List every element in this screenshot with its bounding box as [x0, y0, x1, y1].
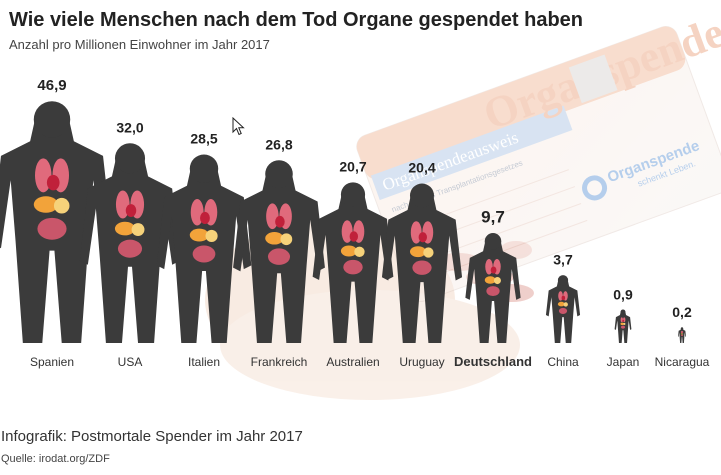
pictogram-figure — [545, 275, 581, 343]
data-label: 0,9 — [613, 286, 633, 302]
source-note: Quelle: irodat.org/ZDF — [1, 453, 110, 465]
mouse-pointer-icon — [232, 117, 245, 136]
category-label: Australien — [326, 355, 379, 369]
category-label: Deutschland — [454, 354, 532, 369]
pictogram-chart: 46,9 Spanien 32,0 USA 28,5 Italien 26,8 Frankre… — [0, 77, 710, 369]
data-label: 26,8 — [265, 136, 292, 152]
data-label: 46,9 — [37, 77, 66, 94]
category-label: Italien — [188, 355, 220, 369]
category-label: Uruguay — [399, 355, 444, 369]
chart-subtitle: Anzahl pro Millionen Einwohner im Jahr 2… — [9, 37, 270, 52]
pictogram-figure — [465, 233, 521, 343]
data-label: 20,4 — [408, 160, 435, 176]
pictogram-figure — [0, 101, 113, 343]
caption: Infografik: Postmortale Spender im Jahr … — [1, 428, 303, 445]
data-label: 9,7 — [481, 207, 505, 226]
category-label: USA — [118, 355, 143, 369]
category-label: Japan — [607, 355, 640, 369]
category-label: Nicaragua — [655, 355, 710, 369]
pictogram-figure — [233, 160, 325, 343]
pictogram-figure — [156, 154, 252, 343]
pictogram-figure — [79, 143, 181, 343]
data-label: 20,7 — [339, 159, 366, 175]
pictogram-figure — [678, 327, 686, 343]
chart-title: Wie viele Menschen nach dem Tod Organe g… — [9, 9, 584, 31]
category-label: Spanien — [30, 355, 74, 369]
data-label: 0,2 — [672, 304, 692, 320]
category-label: Frankreich — [251, 355, 308, 369]
data-label: 3,7 — [553, 252, 573, 268]
infographic-panel: Organspendeausweis nach § 2 des Transpla… — [0, 7, 721, 400]
data-label: 32,0 — [116, 119, 143, 135]
pictogram-figure — [381, 183, 463, 343]
pictogram-figure — [614, 309, 632, 343]
category-label: China — [547, 355, 579, 369]
pictogram-figure — [312, 182, 394, 343]
data-label: 28,5 — [190, 131, 217, 147]
